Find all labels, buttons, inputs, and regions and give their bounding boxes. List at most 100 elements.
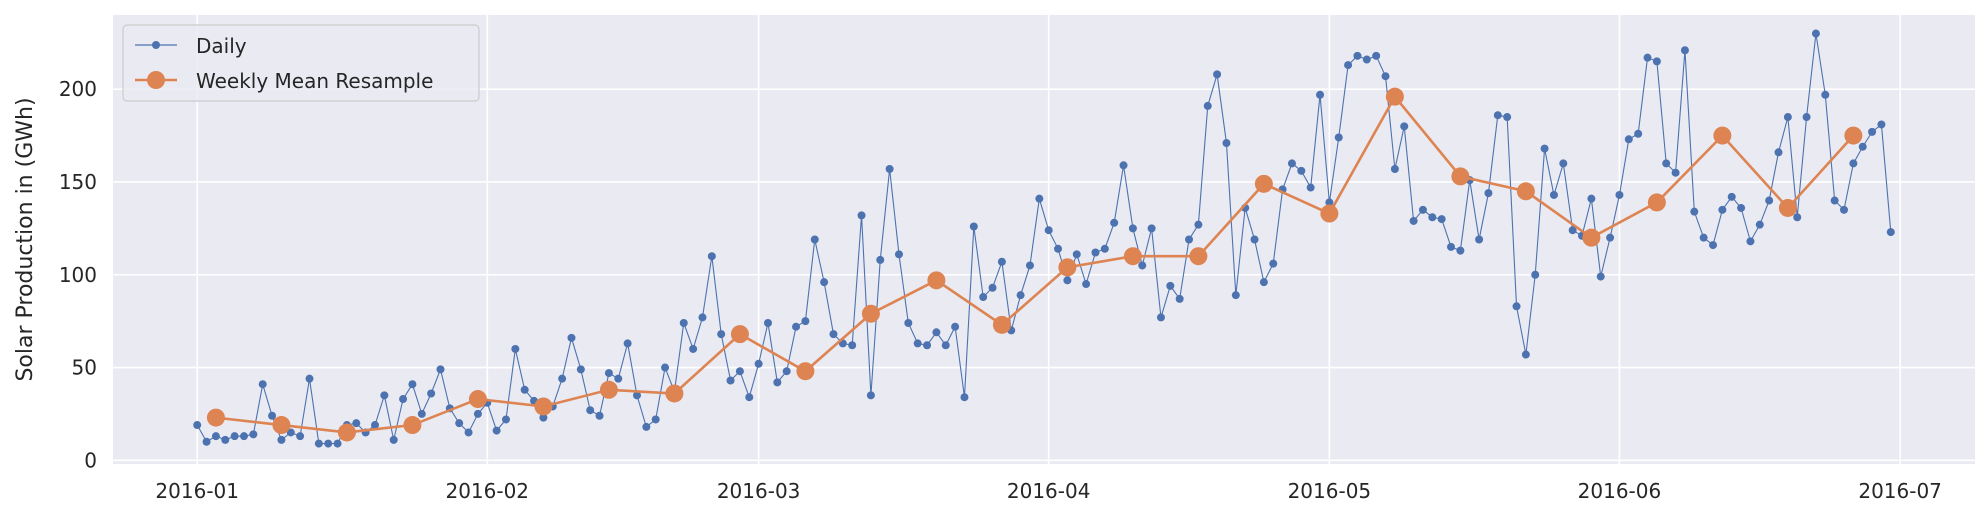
- daily-point: [923, 341, 932, 350]
- daily-point: [417, 409, 426, 418]
- daily-point: [277, 435, 286, 444]
- daily-point: [1344, 61, 1353, 70]
- daily-point: [1259, 278, 1268, 287]
- weekly-point: [403, 416, 422, 435]
- daily-point: [1138, 261, 1147, 270]
- daily-point: [1166, 281, 1175, 290]
- weekly-point: [1451, 167, 1470, 186]
- daily-point: [520, 385, 529, 394]
- daily-point: [717, 330, 726, 339]
- daily-point: [1353, 51, 1362, 60]
- daily-point: [258, 380, 267, 389]
- daily-point: [1381, 72, 1390, 81]
- daily-point: [932, 328, 941, 337]
- daily-point: [1521, 350, 1530, 359]
- daily-point: [1512, 302, 1521, 311]
- daily-point: [286, 428, 295, 437]
- daily-point: [1559, 159, 1568, 168]
- daily-point: [969, 222, 978, 231]
- daily-point: [1185, 235, 1194, 244]
- daily-point: [464, 428, 473, 437]
- daily-point: [1390, 164, 1399, 173]
- daily-point: [866, 391, 875, 400]
- daily-point: [1503, 113, 1512, 122]
- daily-point: [707, 252, 716, 261]
- daily-point: [735, 367, 744, 376]
- daily-point: [1072, 250, 1081, 259]
- daily-point: [1596, 272, 1605, 281]
- daily-point: [1840, 205, 1849, 214]
- daily-point: [1119, 161, 1128, 170]
- daily-point: [1213, 70, 1222, 79]
- daily-point: [745, 393, 754, 402]
- daily-point: [726, 376, 735, 385]
- daily-point: [1671, 168, 1680, 177]
- daily-point: [894, 250, 903, 259]
- daily-point: [1194, 220, 1203, 229]
- daily-point: [399, 395, 408, 404]
- weekly-point: [1844, 126, 1863, 145]
- weekly-point: [665, 384, 684, 403]
- daily-point: [370, 421, 379, 430]
- daily-point: [1484, 189, 1493, 198]
- ticks: 2016-01 2016-02 2016-03 2016-04 2016-05 2016-…: [59, 77, 1942, 503]
- daily-point: [689, 344, 698, 353]
- daily-point: [885, 164, 894, 173]
- daily-point: [679, 318, 688, 327]
- daily-point: [408, 380, 417, 389]
- daily-point: [857, 211, 866, 220]
- daily-point: [698, 313, 707, 322]
- weekly-point: [992, 315, 1011, 334]
- daily-point: [1409, 216, 1418, 225]
- daily-point: [1334, 133, 1343, 142]
- daily-point: [792, 322, 801, 331]
- daily-point: [1540, 144, 1549, 153]
- daily-point: [1203, 101, 1212, 110]
- y-tick-label: 200: [59, 77, 97, 101]
- weekly-point: [1713, 126, 1732, 145]
- x-tick-label: 2016-03: [717, 479, 801, 503]
- legend-weekly-label: Weekly Mean Resample: [196, 69, 433, 93]
- y-tick-label: 150: [59, 170, 97, 194]
- daily-point: [1811, 29, 1820, 38]
- weekly-point: [1516, 182, 1535, 201]
- daily-point: [455, 419, 464, 428]
- weekly-point: [861, 304, 880, 323]
- daily-point: [324, 439, 333, 448]
- daily-point: [1306, 183, 1315, 192]
- daily-point: [1250, 235, 1259, 244]
- daily-point: [1362, 55, 1371, 64]
- daily-point: [511, 344, 520, 353]
- daily-point: [1821, 90, 1830, 99]
- weekly-line: [215, 94, 1855, 434]
- weekly-point: [206, 408, 225, 427]
- daily-point: [1549, 190, 1558, 199]
- daily-point: [1774, 148, 1783, 157]
- daily-point: [632, 391, 641, 400]
- y-tick-label: 0: [84, 448, 97, 472]
- daily-point: [623, 339, 632, 348]
- daily-point: [913, 339, 922, 348]
- daily-point: [1624, 135, 1633, 144]
- daily-point: [988, 283, 997, 292]
- daily-point: [1016, 291, 1025, 300]
- daily-point: [586, 406, 595, 415]
- daily-point: [1849, 159, 1858, 168]
- daily-point: [314, 439, 323, 448]
- x-tick-label: 2016-07: [1858, 479, 1942, 503]
- daily-point: [1793, 213, 1802, 222]
- daily-point: [1699, 233, 1708, 242]
- daily-point: [604, 369, 613, 378]
- daily-point: [1091, 248, 1100, 257]
- daily-point: [1858, 142, 1867, 151]
- daily-point: [268, 411, 277, 420]
- daily-point: [810, 235, 819, 244]
- weekly-point: [1647, 193, 1666, 212]
- daily-point: [389, 435, 398, 444]
- daily-point: [1418, 205, 1427, 214]
- daily-point: [1447, 242, 1456, 251]
- weekly-point: [927, 271, 946, 290]
- weekly-point: [730, 325, 749, 344]
- daily-point: [576, 365, 585, 374]
- daily-point: [1054, 244, 1063, 253]
